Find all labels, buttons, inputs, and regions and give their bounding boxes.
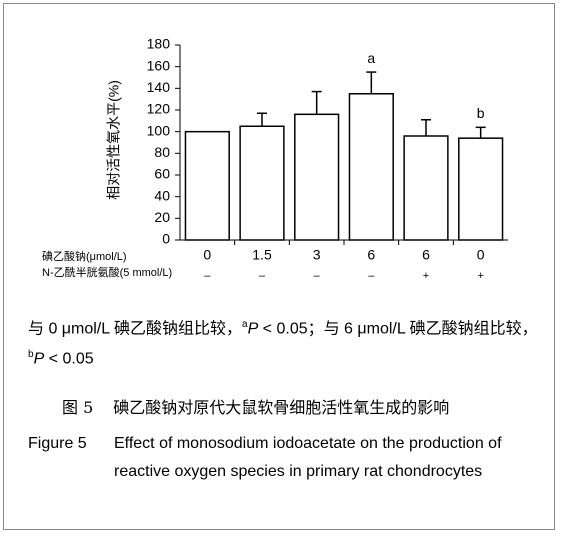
y-tick-label: 120	[147, 101, 171, 117]
bar	[239, 125, 285, 241]
bar	[348, 93, 394, 241]
y-tick-label: 0	[162, 231, 170, 247]
note-sup: b	[28, 349, 34, 361]
note-italic: P	[247, 320, 259, 338]
frame	[3, 3, 555, 530]
y-tick-label: 60	[154, 166, 170, 182]
row-label: N-乙酰半胱氨酸(5 mmol/L)	[42, 265, 172, 279]
note-text: 与 0 μmol/L 碘乙酸钠组比较，	[28, 320, 242, 338]
x-tick-label: 6	[367, 247, 375, 263]
footnote: 与 0 μmol/L 碘乙酸钠组比较，aP < 0.05；与 6 μmol/L …	[28, 312, 543, 373]
bar	[294, 113, 340, 241]
y-tick-label: 40	[154, 187, 170, 203]
caption-text: Effect of monosodium iodoacetate on the …	[114, 435, 502, 480]
note-sup: a	[242, 319, 248, 330]
significance-label: b	[477, 105, 485, 121]
y-tick-label: 180	[147, 36, 171, 52]
x-tick-label: 1.5	[252, 247, 272, 263]
y-axis-label: 相对活性氧水平(%)	[106, 80, 122, 200]
chart: 相对活性氧水平(%) 碘乙酸钠(μmol/L) N-乙酰半胱氨酸(5 mmol/…	[42, 36, 508, 282]
y-tick-label: 100	[147, 122, 171, 138]
x-tick-label: 0	[203, 247, 211, 263]
y-tick-label: 160	[147, 57, 171, 73]
y-tick-label: 140	[147, 79, 171, 95]
significance-label: a	[367, 50, 375, 66]
caption-label: 图 5	[62, 398, 94, 417]
note-italic: P	[33, 350, 45, 368]
note-text: < 0.05；与 6 μmol/L 碘乙酸钠组比较，	[258, 320, 538, 338]
bar	[184, 130, 230, 241]
row-label: 碘乙酸钠(μmol/L)	[42, 249, 127, 263]
treatment-label: –	[314, 270, 321, 282]
x-tick-label: 6	[422, 247, 430, 263]
y-tick-label: 80	[154, 144, 170, 160]
caption-label: Figure 5	[28, 435, 87, 452]
treatment-label: –	[259, 270, 266, 282]
x-tick-label: 0	[477, 247, 485, 263]
caption-cn: 图 5 碘乙酸钠对原代大鼠软骨细胞活性氧生成的影响	[62, 394, 469, 418]
treatment-label: –	[368, 270, 375, 282]
y-tick-label: 20	[154, 209, 170, 225]
treatment-label: +	[423, 270, 429, 282]
note-text: < 0.05	[44, 350, 94, 368]
x-tick-label: 3	[313, 247, 321, 263]
bar	[403, 135, 449, 241]
caption-text: 碘乙酸钠对原代大鼠软骨细胞活性氧生成的影响	[113, 398, 450, 417]
caption-en: Figure 5 Effect of monosodium iodoacetate…	[28, 430, 548, 486]
treatment-label: –	[204, 270, 211, 282]
bar	[458, 137, 504, 241]
treatment-label: +	[477, 270, 483, 282]
